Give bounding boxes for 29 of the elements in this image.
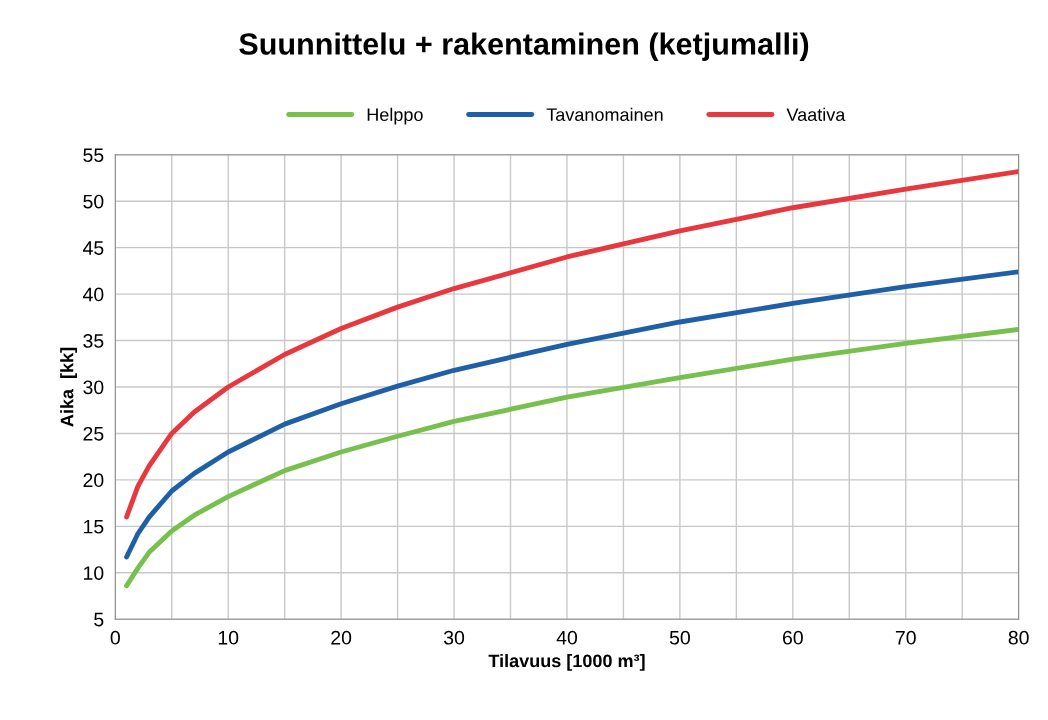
y-tick-label: 10 [84, 566, 104, 580]
y-tick-label: 20 [83, 473, 104, 488]
x-tick-label: 0 [110, 630, 120, 645]
y-tick-label: 50 [83, 194, 104, 209]
legend-label: Tavanomainen [546, 107, 663, 122]
y-tick-label: 30 [83, 380, 104, 395]
x-tick-label: 30 [443, 630, 465, 645]
y-tick-label: 25 [83, 426, 104, 441]
x-tick-label: 10 [218, 630, 239, 645]
y-tick-label: 40 [82, 287, 104, 302]
x-tick-label: 20 [331, 630, 352, 645]
y-tick-label: 15 [84, 519, 104, 534]
legend-label: Vaativa [786, 107, 846, 122]
chart-title: Suunnittelu + rakentaminen (ketjumalli) [239, 32, 809, 61]
x-tick-label: 50 [669, 630, 690, 645]
y-axis-title: Aika [kk] [60, 347, 77, 427]
x-tick-label: 70 [895, 630, 916, 645]
y-tick-label: 55 [83, 148, 104, 163]
y-tick-label: 35 [83, 334, 104, 348]
line-series [124, 169, 1019, 520]
legend-label: Helppo [367, 107, 423, 125]
x-tick-label: 40 [556, 630, 578, 645]
y-tick-label: 45 [82, 241, 104, 255]
x-axis-title: Tilavuus [1000 m³] [488, 653, 645, 671]
x-tick-label: 80 [1008, 630, 1029, 645]
x-tick-label: 60 [782, 630, 803, 645]
y-tick-label: 5 [94, 612, 104, 627]
line-series [124, 269, 1019, 560]
line-series [124, 326, 1019, 589]
